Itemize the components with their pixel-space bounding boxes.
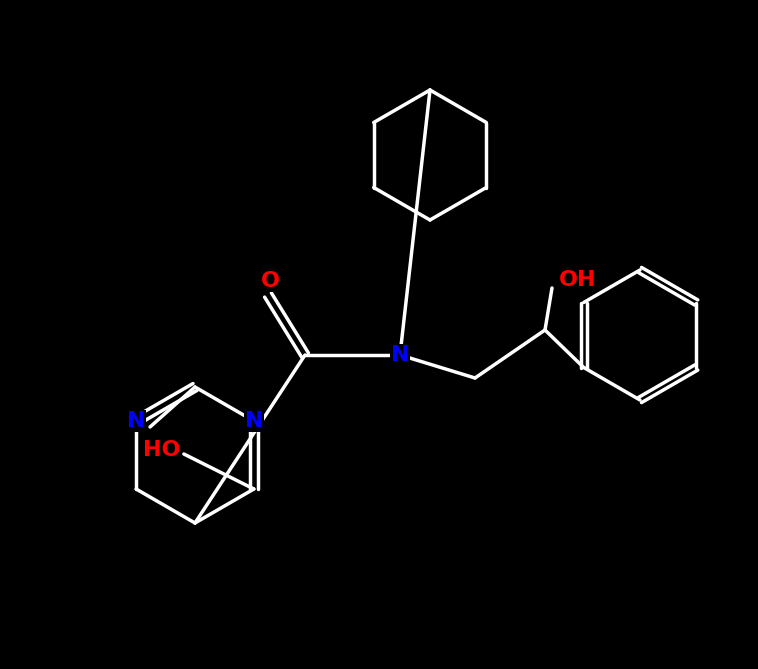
Text: N: N (127, 411, 146, 431)
Text: N: N (391, 345, 409, 365)
Text: OH: OH (559, 270, 597, 290)
Text: O: O (261, 271, 280, 291)
Text: N: N (245, 411, 263, 431)
Text: HO: HO (143, 440, 180, 460)
